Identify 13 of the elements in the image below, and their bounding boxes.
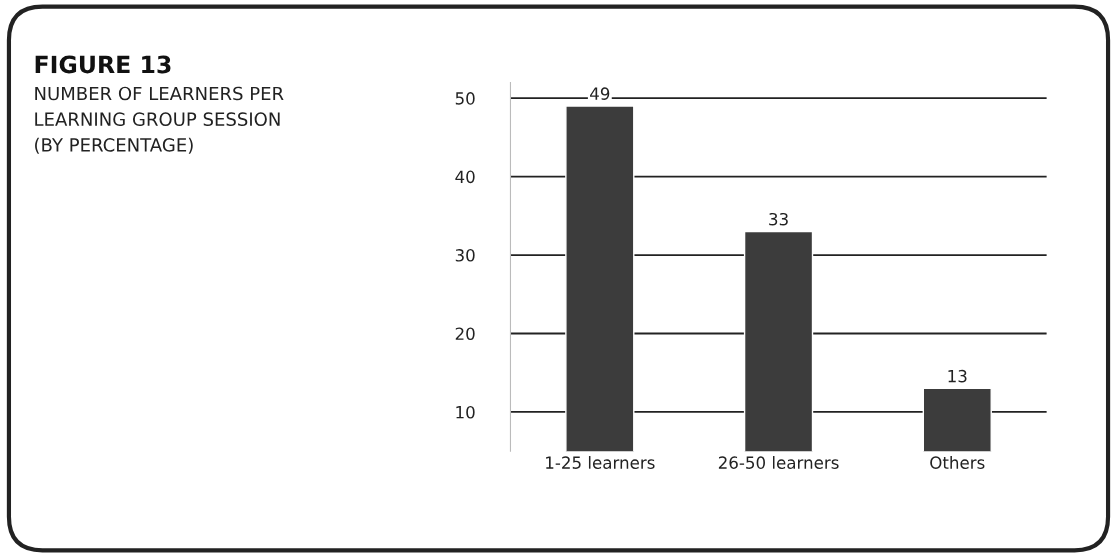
- y-tick-label: 20: [455, 327, 475, 341]
- y-tick-label: 40: [455, 170, 475, 184]
- data-label: 13: [948, 369, 967, 383]
- x-tick-label: 1-25 learners: [546, 456, 655, 469]
- data-label: 33: [769, 212, 788, 226]
- x-tick-label: Others: [930, 456, 985, 469]
- text: NUMBER OF LEARNERS PER LEARNING GROUP SESSION (BY PERCENTAGE): [35, 86, 284, 154]
- text: FIGURE 13: [35, 55, 171, 74]
- y-tick-label: 30: [455, 249, 475, 262]
- y-tick-label: 10: [456, 405, 475, 419]
- y-tick-label: 50: [455, 92, 475, 105]
- x-tick-label: 26-50 learners: [718, 456, 839, 469]
- data-label: 49: [590, 87, 610, 100]
